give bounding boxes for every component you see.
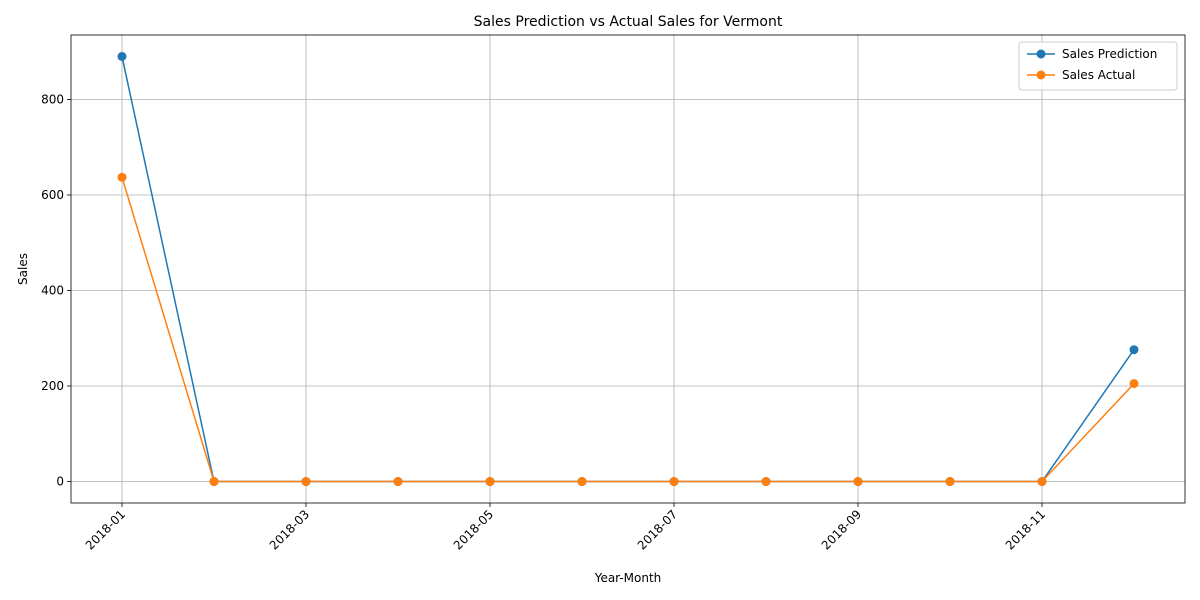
data-point (301, 477, 311, 487)
data-point (1129, 345, 1139, 355)
data-point (1037, 477, 1047, 487)
x-tick-label: 2018-05 (451, 507, 496, 552)
x-tick-label: 2018-11 (1003, 507, 1048, 552)
y-tick-label: 200 (41, 379, 64, 393)
y-tick-label: 600 (41, 188, 64, 202)
x-tick-label: 2018-01 (83, 507, 128, 552)
y-tick-label: 800 (41, 92, 64, 106)
plot-background (71, 35, 1185, 503)
data-point (117, 51, 127, 61)
data-point (117, 172, 127, 182)
legend-entry: Sales Actual (1062, 68, 1135, 82)
chart-title: Sales Prediction vs Actual Sales for Ver… (474, 14, 783, 30)
legend-marker (1036, 70, 1046, 80)
x-axis-label: Year-Month (594, 571, 662, 585)
legend-box (1018, 41, 1178, 91)
data-point (1129, 379, 1139, 389)
x-tick-label: 2018-03 (267, 507, 312, 552)
y-tick-label: 400 (41, 283, 64, 297)
data-point (669, 477, 679, 487)
x-tick-label: 2018-07 (635, 507, 680, 552)
data-point (853, 477, 863, 487)
data-point (485, 477, 495, 487)
legend-marker (1036, 49, 1046, 59)
y-axis-label: Sales (16, 253, 30, 285)
data-point (577, 477, 587, 487)
y-tick-label: 0 (56, 475, 64, 489)
legend: Sales Prediction Sales Actual (1018, 41, 1178, 91)
plot-frame (70, 34, 1186, 504)
data-point (209, 477, 219, 487)
x-tick-label: 2018-09 (819, 507, 864, 552)
series-layer (117, 51, 1139, 487)
legend-entry: Sales Prediction (1062, 47, 1157, 61)
series-line-sales-actual (121, 177, 1135, 483)
data-point (945, 477, 955, 487)
data-point (761, 477, 771, 487)
data-point (393, 477, 403, 487)
